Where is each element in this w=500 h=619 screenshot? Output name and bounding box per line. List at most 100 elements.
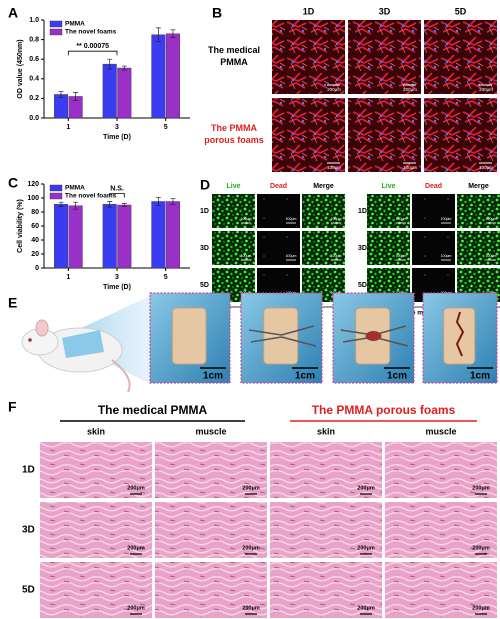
y-tick-label: 60 (31, 223, 39, 230)
histology-image (270, 502, 382, 558)
column-header: skin (87, 426, 105, 436)
scale-label: 200μm (357, 485, 375, 491)
scale-label: 1cm (387, 371, 407, 382)
scale-label: 100μm (441, 291, 452, 295)
row-label: 5D (200, 282, 209, 289)
error-bar (170, 29, 176, 38)
scale-label: 200μm (242, 485, 260, 491)
significance-bracket (109, 193, 125, 198)
bar (117, 67, 132, 119)
scale-label: 200μm (127, 545, 145, 551)
micrograph (348, 98, 421, 172)
annotation: N.S. (110, 185, 124, 192)
group-header: The medical PMMA (98, 403, 208, 417)
annotation: ** 0.00075 (76, 43, 109, 50)
y-axis-label: OD value (450nm) (17, 39, 24, 98)
y-tick-label: 20 (31, 251, 39, 258)
column-header: muscle (195, 426, 226, 436)
column-header: Live (226, 183, 240, 190)
column-header: Live (381, 183, 395, 190)
x-tick-label: 5 (164, 274, 168, 281)
y-axis-label: Cell viability (%) (17, 199, 24, 253)
fluorescence-image (212, 231, 255, 265)
significance-bracket (67, 50, 118, 56)
fluorescence-image (367, 231, 410, 265)
scale-label: 100μm (486, 254, 497, 258)
scale-label: 1cm (295, 371, 315, 382)
bar (102, 63, 117, 119)
scale-label: 200μm (472, 605, 490, 611)
y-tick-label: 120 (27, 181, 39, 188)
fluorescence-image (302, 194, 345, 228)
scale-label: 100μm (241, 254, 252, 258)
histology-image (40, 442, 152, 498)
scale-label: 200μm (242, 605, 260, 611)
scale-label: 200μm (242, 545, 260, 551)
scale-label: 100μm (486, 217, 497, 221)
scale-label: 100μm (403, 165, 417, 170)
bar (54, 204, 69, 269)
row-label: The PMMA porous foams (204, 123, 264, 145)
row-label: 3D (358, 245, 367, 252)
x-tick-label: 3 (115, 274, 119, 281)
legend-label: The novel foams (65, 193, 117, 200)
y-tick-label: 0.4 (29, 76, 39, 83)
histology-image (385, 442, 497, 498)
column-header: 1D (303, 6, 315, 16)
scale-label: 200μm (479, 87, 493, 92)
implant-site (443, 307, 476, 365)
suture (455, 311, 465, 357)
x-axis-label: Time (D) (103, 134, 131, 141)
error-bar (155, 196, 161, 207)
scale-label: 100μm (327, 165, 341, 170)
fluorescence-image (302, 231, 345, 265)
incision (365, 331, 382, 341)
error-bar (73, 92, 79, 101)
error-bar (121, 65, 127, 71)
y-tick-label: 40 (31, 237, 39, 244)
bar (102, 204, 117, 269)
fluorescence-image (367, 194, 410, 228)
legend-swatch (49, 184, 63, 192)
scale-label: 200μm (127, 485, 145, 491)
scale-label: 200μm (357, 545, 375, 551)
histology-image (155, 442, 267, 498)
column-header: Merge (313, 183, 334, 190)
panel-letter: A (8, 5, 18, 21)
histology-image (385, 562, 497, 618)
row-label: 3D (200, 245, 209, 252)
y-tick-label: 0 (35, 265, 39, 272)
scale-label: 100μm (286, 217, 297, 221)
scale-label: 200μm (327, 87, 341, 92)
error-bar (58, 91, 64, 98)
bar (151, 201, 166, 269)
scale-label: 200μm (472, 545, 490, 551)
fluorescence-image (412, 231, 455, 265)
x-axis-label: Time (D) (103, 284, 131, 291)
legend-swatch (49, 28, 63, 36)
scale-label: 100μm (441, 254, 452, 258)
bar (165, 201, 180, 269)
fluorescence-image (457, 231, 500, 265)
y-tick-label: 1.0 (29, 17, 39, 24)
fluorescence-image (412, 194, 455, 228)
fluorescence-image (212, 194, 255, 228)
micrograph (424, 20, 497, 94)
panel-letter: C (8, 175, 18, 191)
column-header: Dead (425, 183, 442, 190)
scale-label: 100μm (331, 217, 342, 221)
forceps (248, 325, 317, 347)
row-label: 5D (22, 585, 35, 596)
legend-label: PMMA (65, 21, 85, 28)
scale-label: 100μm (396, 254, 407, 258)
y-tick-label: 80 (31, 209, 39, 216)
bar (54, 94, 69, 119)
legend-swatch (49, 192, 63, 200)
x-tick-label: 3 (115, 124, 119, 131)
column-header: Merge (468, 183, 489, 190)
scale-label: 100μm (241, 217, 252, 221)
row-label: 1D (358, 208, 367, 215)
bar (151, 34, 166, 119)
column-header: muscle (425, 426, 456, 436)
